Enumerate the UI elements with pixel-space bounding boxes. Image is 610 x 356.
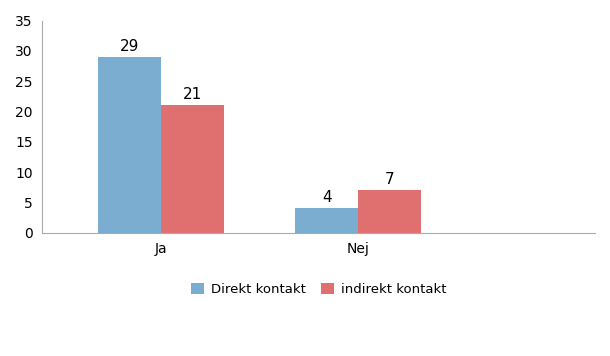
Bar xyxy=(98,57,161,232)
Bar xyxy=(161,105,224,232)
Text: 29: 29 xyxy=(120,39,139,54)
Text: 4: 4 xyxy=(321,190,331,205)
Bar xyxy=(295,208,358,232)
Text: 21: 21 xyxy=(183,87,202,102)
Text: 7: 7 xyxy=(385,172,395,187)
Legend: Direkt kontakt, indirekt kontakt: Direkt kontakt, indirekt kontakt xyxy=(185,277,452,302)
Bar xyxy=(358,190,422,232)
